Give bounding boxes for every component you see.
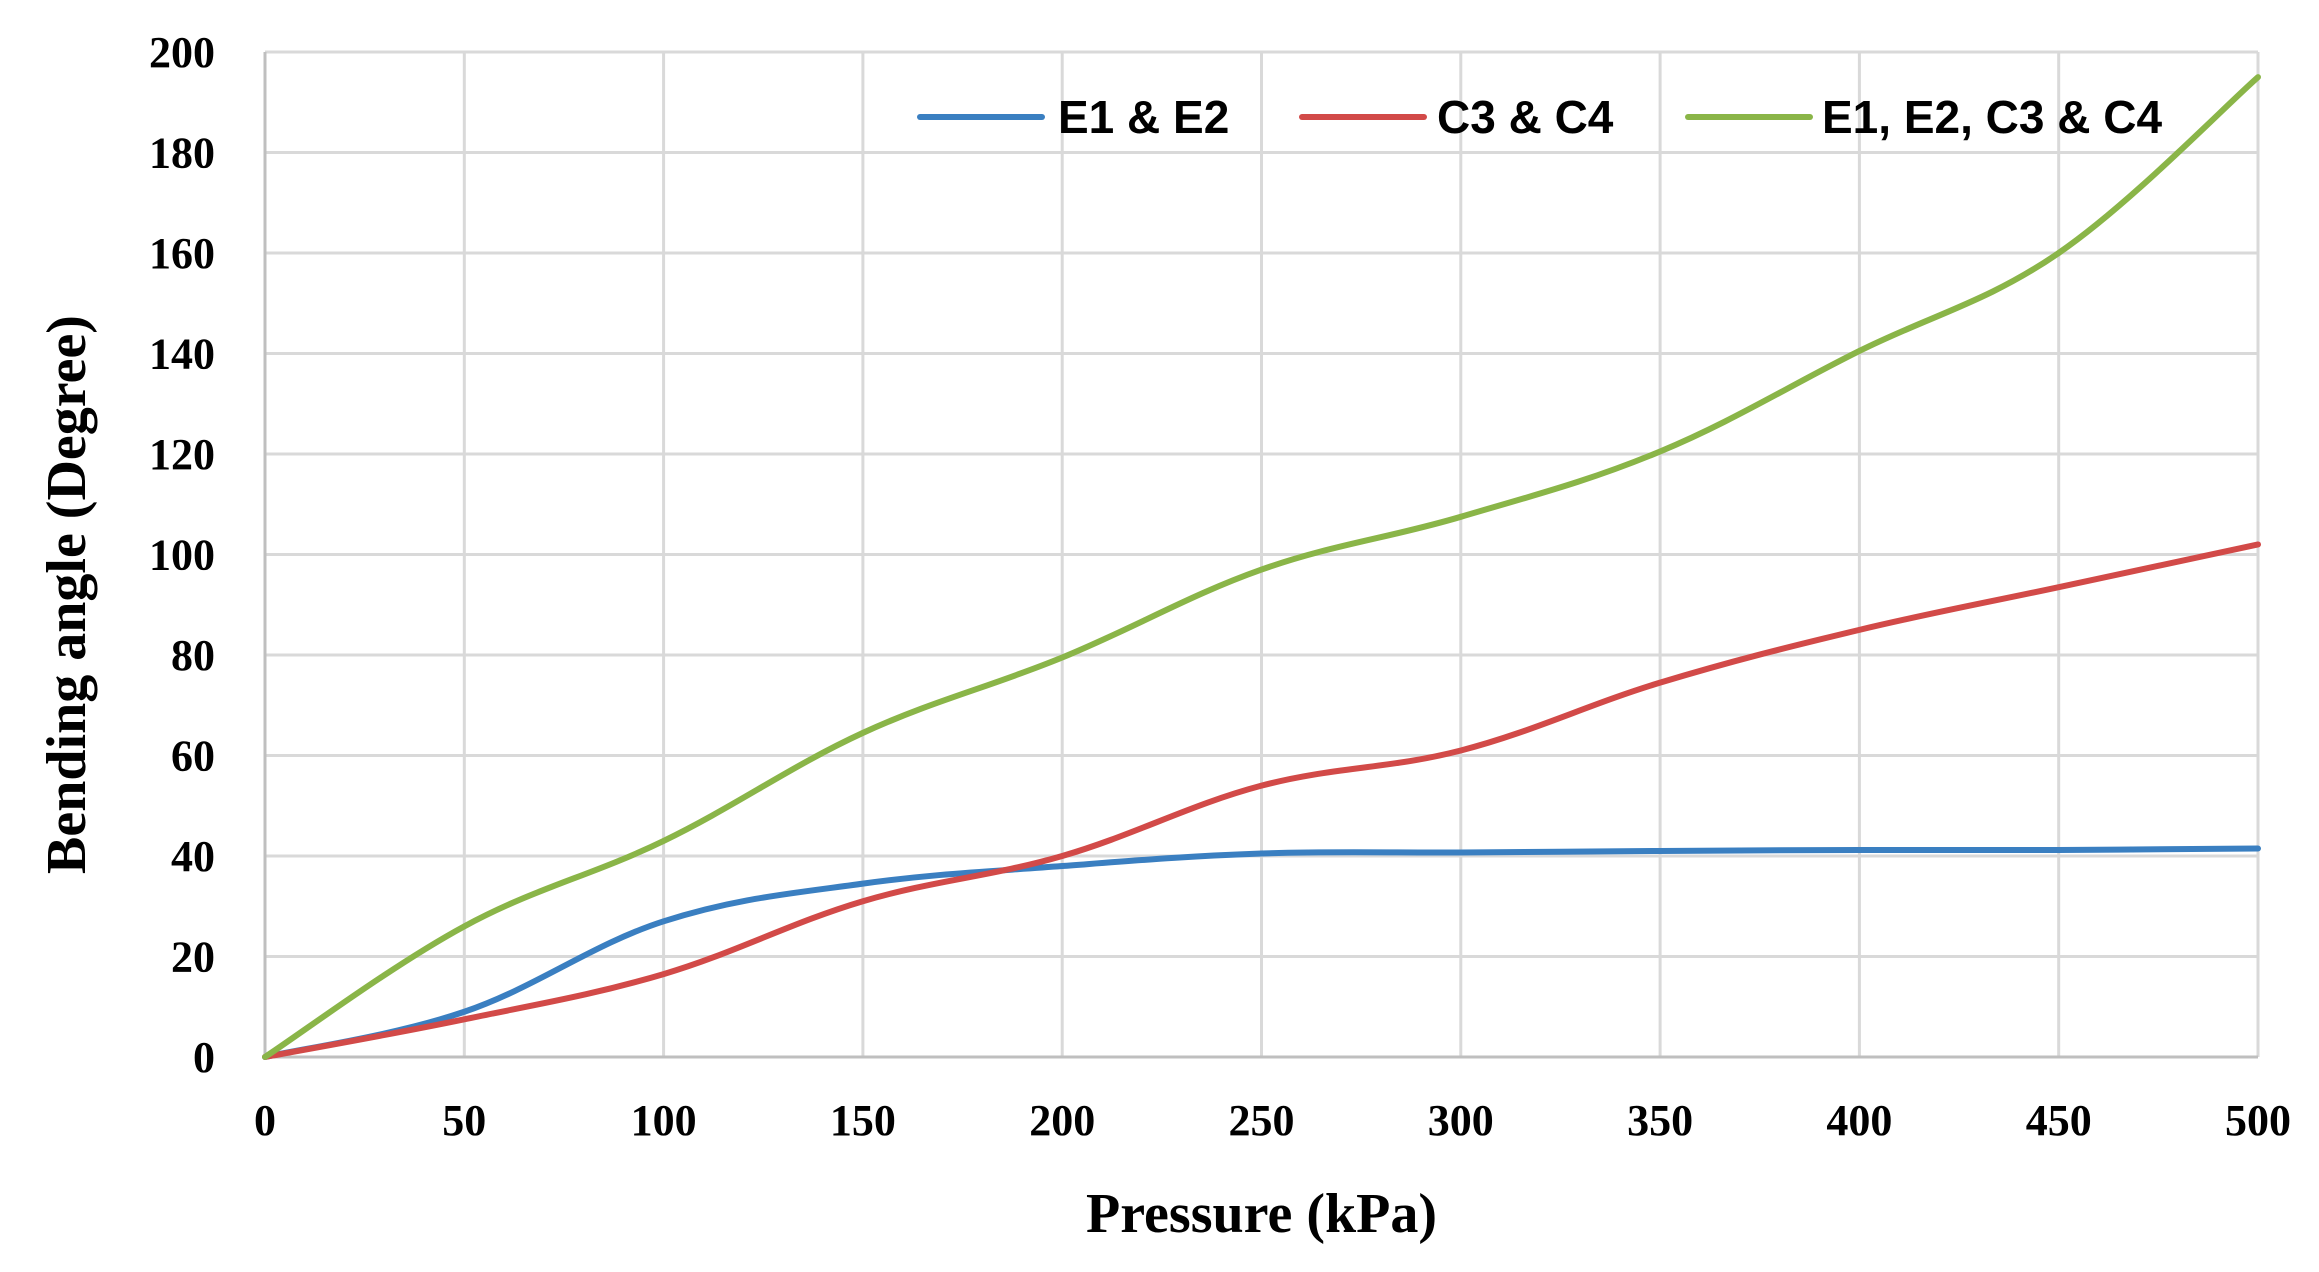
x-tick-label: 400 [1826, 1096, 1892, 1145]
y-tick-label: 180 [149, 129, 215, 178]
gridlines [265, 50, 2260, 1057]
x-tick-label: 150 [830, 1096, 896, 1145]
x-tick-label: 450 [2026, 1096, 2092, 1145]
x-tick-label: 100 [631, 1096, 697, 1145]
y-tick-label: 100 [149, 531, 215, 580]
legend-label: E1 & E2 [1058, 91, 1229, 143]
y-tick-labels: 0 20 40 60 80 100 120 140 160 180 200 [149, 28, 215, 1082]
x-tick-label: 300 [1428, 1096, 1494, 1145]
series-line-e1-e2-c3-c4 [262, 74, 2261, 1060]
legend-label: C3 & C4 [1437, 91, 1614, 143]
series-line-c3-c4 [262, 541, 2261, 1060]
y-tick-label: 60 [171, 732, 215, 781]
y-axis-title: Bending angle (Degree) [36, 315, 98, 874]
y-tick-label: 20 [171, 933, 215, 982]
x-tick-label: 350 [1627, 1096, 1693, 1145]
x-tick-label: 50 [442, 1096, 486, 1145]
series-line-e1-e2 [262, 845, 2261, 1060]
y-tick-label: 0 [193, 1033, 215, 1082]
y-tick-label: 40 [171, 832, 215, 881]
axes [263, 52, 2258, 1059]
legend-label: E1, E2, C3 & C4 [1822, 91, 2162, 143]
series-lines [262, 74, 2261, 1060]
y-tick-label: 120 [149, 430, 215, 479]
x-tick-label: 0 [254, 1096, 276, 1145]
x-tick-label: 200 [1029, 1096, 1095, 1145]
legend: E1 & E2 C3 & C4 E1, E2, C3 & C4 [917, 91, 2162, 143]
y-tick-label: 200 [149, 28, 215, 77]
x-tick-label: 250 [1229, 1096, 1295, 1145]
x-tick-labels: 0 50 100 150 200 250 300 350 400 450 500 [254, 1096, 2291, 1145]
y-tick-label: 140 [149, 330, 215, 379]
y-tick-label: 80 [171, 631, 215, 680]
x-axis-title: Pressure (kPa) [1086, 1183, 1437, 1245]
x-tick-label: 500 [2225, 1096, 2291, 1145]
y-tick-label: 160 [149, 229, 215, 278]
